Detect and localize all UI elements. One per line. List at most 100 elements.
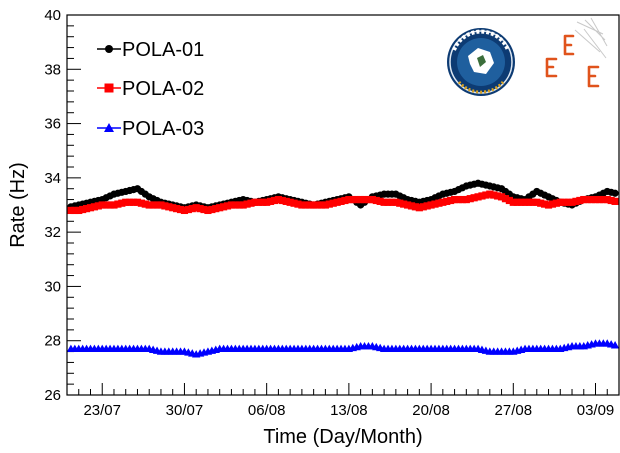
data-point-pola-02 [349, 195, 357, 204]
y-tick-label: 34 [44, 170, 61, 187]
data-point-pola-02 [380, 198, 388, 206]
x-tick-label: 20/08 [412, 402, 450, 419]
y-tick-label: 30 [44, 278, 61, 295]
plot-frame [66, 14, 620, 396]
data-point-pola-02 [447, 196, 455, 205]
data-point-pola-02 [576, 196, 584, 205]
data-point-pola-02 [486, 190, 494, 198]
data-point-pola-02 [427, 201, 435, 209]
x-tick-label: 03/09 [577, 402, 615, 419]
data-point-pola-02 [200, 205, 208, 214]
data-markers [66, 179, 620, 358]
x-tick-label: 06/08 [248, 402, 286, 419]
data-point-pola-02 [450, 195, 459, 204]
data-point-pola-02 [290, 199, 298, 207]
data-point-pola-02 [584, 195, 592, 204]
data-point-pola-02 [94, 202, 102, 210]
data-point-pola-02 [321, 201, 329, 209]
data-point-pola-02 [75, 206, 83, 215]
data-point-pola-02 [454, 195, 463, 204]
legend-entry-pola-01: POLA-01 [97, 39, 204, 61]
data-point-pola-02 [118, 199, 126, 207]
data-point-pola-02 [384, 198, 392, 206]
y-tick-label: 28 [44, 333, 61, 350]
data-point-pola-02 [317, 201, 326, 209]
x-tick-label: 23/07 [83, 402, 121, 419]
data-point-pola-02 [212, 205, 220, 213]
data-point-pola-02 [474, 193, 482, 201]
y-axis-title: Rate (Hz) [7, 162, 29, 248]
data-point-pola-02 [439, 198, 447, 206]
data-point-pola-02 [329, 199, 337, 207]
data-point-pola-02 [337, 197, 345, 205]
data-point-pola-02 [341, 196, 349, 205]
data-point-pola-02 [345, 195, 353, 204]
data-point-pola-02 [302, 201, 310, 209]
data-point-pola-02 [501, 195, 510, 203]
legend-marker-circle [105, 45, 113, 53]
data-point-pola-02 [161, 202, 169, 210]
data-point-pola-02 [274, 195, 283, 204]
legend-entry-pola-03: POLA-03 [97, 118, 204, 140]
data-point-pola-02 [67, 206, 75, 215]
data-point-pola-02 [129, 198, 138, 206]
data-point-pola-02 [556, 198, 564, 206]
data-point-pola-02 [243, 200, 251, 208]
data-point-pola-02 [568, 198, 576, 206]
data-point-pola-02 [133, 198, 142, 206]
y-tick-label: 26 [44, 387, 61, 404]
data-point-pola-02 [357, 195, 365, 204]
data-point-pola-02 [466, 195, 474, 203]
data-point-pola-02 [223, 202, 232, 210]
data-point-pola-02 [145, 201, 153, 209]
data-point-pola-02 [149, 201, 157, 209]
data-point-pola-02 [537, 199, 545, 207]
x-tick-label: 27/08 [495, 402, 533, 419]
data-point-pola-02 [251, 198, 259, 206]
data-point-pola-02 [192, 204, 200, 212]
data-point-pola-02 [196, 205, 204, 213]
data-point-pola-02 [71, 206, 79, 215]
data-point-pola-02 [141, 200, 149, 208]
data-point-pola-02 [529, 198, 537, 206]
data-point-pola-02 [364, 195, 373, 204]
legend-label: POLA-01 [122, 39, 204, 61]
data-point-pola-02 [294, 200, 302, 208]
data-point-pola-02 [208, 205, 216, 214]
legend: POLA-01 POLA-02 POLA-03 [97, 39, 204, 140]
data-point-pola-02 [564, 198, 572, 206]
data-point-pola-02 [278, 196, 286, 205]
data-point-pola-02 [587, 195, 596, 204]
data-point-pola-02 [90, 203, 99, 211]
y-tick-label: 40 [44, 7, 61, 24]
data-point-pola-02 [98, 201, 106, 209]
data-point-pola-02 [259, 198, 267, 206]
data-point-pola-02 [255, 198, 263, 206]
data-point-pola-02 [411, 203, 420, 211]
data-point-pola-02 [548, 200, 557, 208]
data-point-pola-02 [137, 199, 145, 207]
x-tick-label: 13/08 [330, 402, 368, 419]
y-tick-label: 36 [44, 116, 61, 133]
data-point-pola-02 [270, 196, 279, 205]
legend-label: POLA-02 [122, 78, 204, 100]
data-point-pola-02 [435, 199, 443, 207]
eee-project-logo [545, 17, 608, 88]
data-point-pola-02 [110, 201, 118, 209]
x-axis-title: Time (Day/Month) [263, 426, 422, 448]
data-point-pola-02 [423, 202, 431, 210]
data-point-pola-02 [263, 198, 271, 206]
data-point-pola-02 [431, 200, 439, 208]
data-point-pola-02 [494, 192, 502, 200]
y-tick-label: 38 [44, 61, 61, 78]
data-point-pola-02 [247, 199, 255, 207]
data-point-pola-02 [169, 204, 177, 212]
data-point-pola-02 [310, 201, 318, 209]
data-point-pola-02 [541, 200, 549, 208]
x-tick-label: 30/07 [166, 402, 204, 419]
data-point-pola-02 [419, 203, 427, 211]
data-point-pola-02 [552, 199, 560, 207]
data-point-pola-02 [114, 200, 122, 208]
data-point-pola-02 [204, 206, 212, 215]
